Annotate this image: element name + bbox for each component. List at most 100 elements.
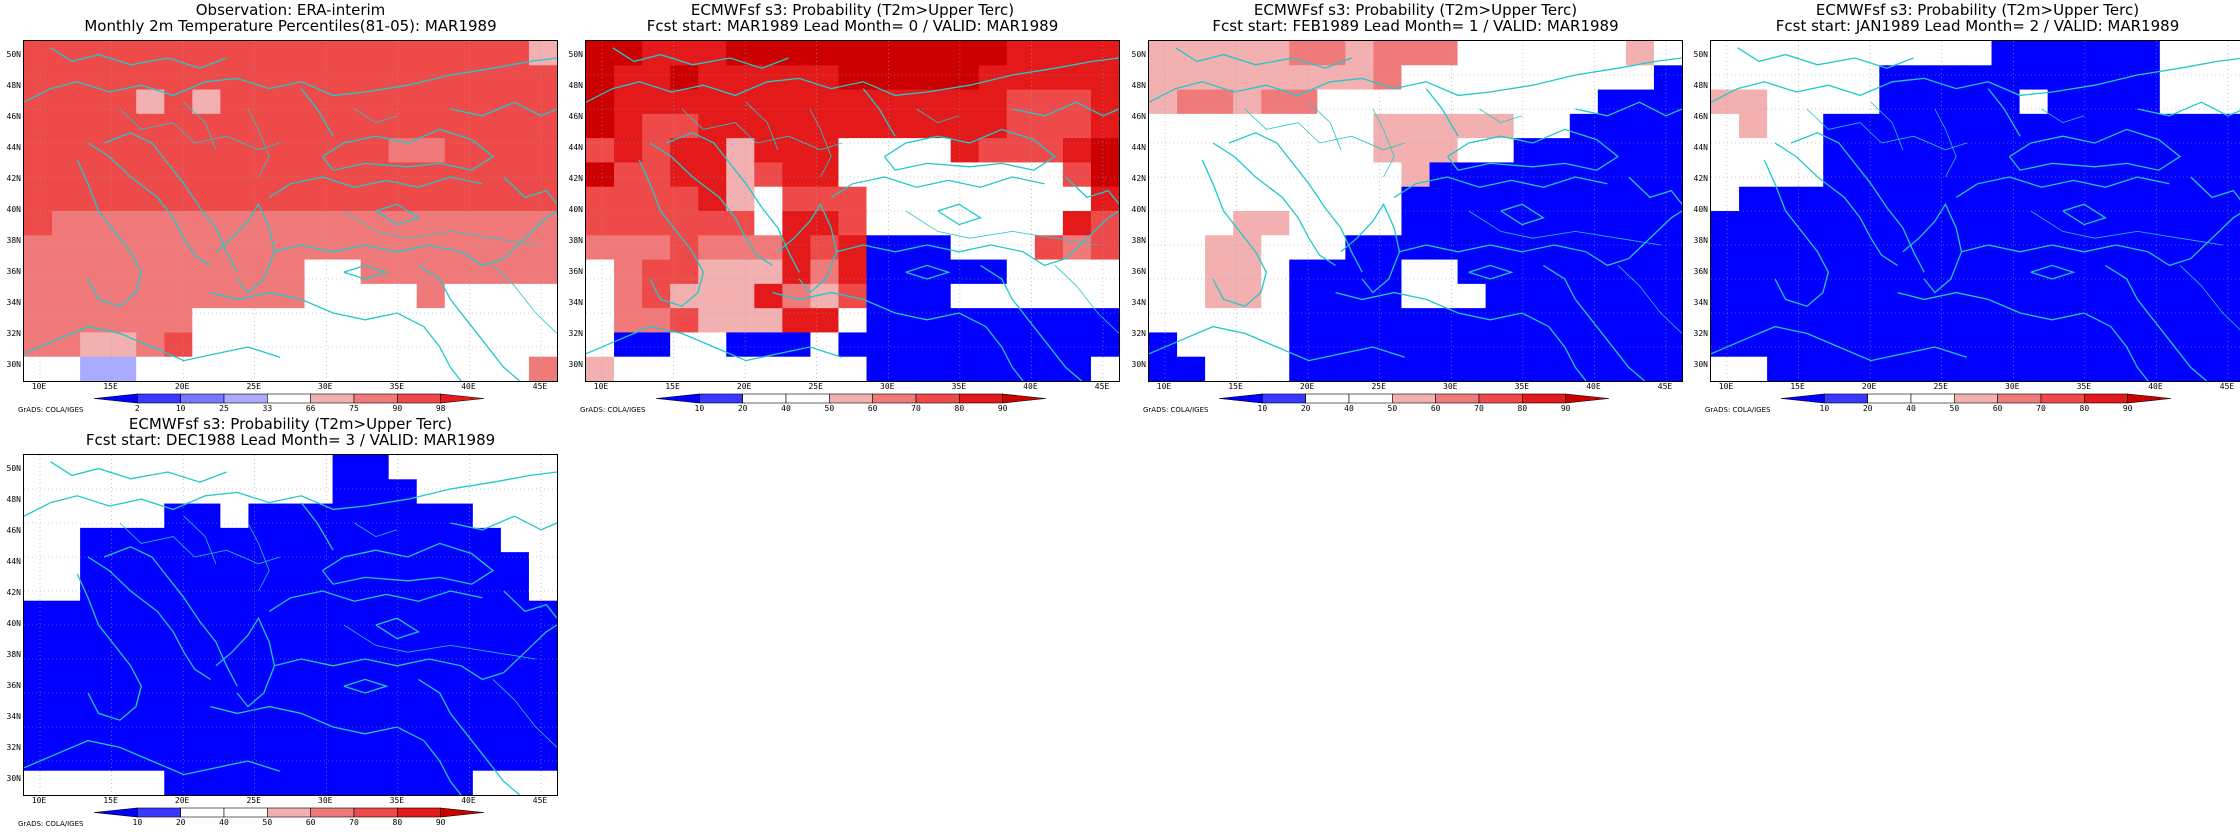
coastline	[836, 210, 1119, 267]
lat-label: 34N	[1693, 298, 1708, 307]
grid-cell	[528, 162, 557, 188]
grid-cell	[1739, 186, 1768, 212]
grid-cell	[866, 41, 896, 66]
grid-cell	[1205, 332, 1234, 358]
grid-cell	[360, 455, 390, 480]
grid-cell	[52, 235, 81, 261]
grid-cell	[1373, 113, 1403, 139]
grid-cell	[136, 746, 165, 772]
colorbar	[1218, 393, 1610, 404]
grid-cell	[838, 138, 868, 164]
colorbar-swatch	[699, 393, 743, 404]
colorbar-label: 60	[305, 818, 316, 827]
grid-cell	[1149, 41, 1178, 66]
colorbar-label: 20	[1862, 404, 1873, 413]
lon-label: 30E	[318, 382, 333, 391]
grid-cell	[24, 308, 53, 334]
colorbar	[1780, 393, 2172, 404]
grid-cell	[388, 770, 418, 795]
lon-label: 35E	[1514, 382, 1530, 391]
grid-cell	[1879, 138, 1908, 164]
colorbar-label: 20	[1300, 404, 1311, 413]
colorbar-swatch	[1824, 393, 1868, 404]
grads-credit: GrADS: COLA/IGES	[18, 406, 84, 414]
grid-cell	[444, 41, 474, 66]
grid-cell	[1851, 211, 1880, 236]
lat-label: 30N	[6, 360, 21, 369]
grid-cell	[838, 356, 868, 381]
colorbar-swatch	[310, 807, 355, 818]
coastline	[215, 616, 276, 708]
colorbar-swatch	[93, 807, 138, 818]
grid-cell	[1457, 308, 1487, 334]
grid-cell	[614, 186, 643, 212]
grid-cell	[2103, 356, 2133, 381]
coastline	[450, 515, 557, 531]
grid-cell	[754, 211, 783, 236]
grid-cell	[1149, 332, 1178, 358]
grid-cell	[136, 283, 165, 309]
grid-cell	[276, 186, 306, 212]
grid-cell	[136, 308, 165, 334]
grid-cell	[1401, 113, 1431, 139]
grid-cell	[416, 211, 446, 236]
grid-cell	[1177, 162, 1206, 188]
grid-cell	[1907, 211, 1937, 236]
grid-cell	[726, 138, 755, 164]
colorbar-label: 40	[219, 818, 229, 827]
grid-cell	[1317, 65, 1346, 91]
grid-cell	[614, 65, 643, 91]
grid-cell	[52, 576, 81, 602]
colorbar-swatch	[267, 393, 311, 404]
grid-cell	[782, 138, 812, 164]
grid-cell	[500, 527, 530, 553]
grid-cell	[1653, 41, 1682, 66]
grid-cell	[1851, 235, 1880, 261]
grid-cell	[1149, 89, 1178, 115]
grid-cell	[1513, 41, 1543, 66]
grid-cell	[1429, 186, 1459, 212]
grid-cell	[24, 186, 53, 212]
grid-cell	[304, 211, 334, 236]
grid-cell	[136, 89, 165, 115]
grid-cell	[1767, 211, 1796, 236]
grid-cell	[52, 455, 81, 480]
panel-title: ECMWFsf s3: Probability (T2m>Upper Terc)	[690, 1, 1015, 19]
grid-cell	[2103, 89, 2133, 115]
grid-cell	[1907, 138, 1937, 164]
grid-cell	[950, 332, 980, 358]
grid-cell	[2187, 41, 2217, 66]
grid-cell	[1907, 259, 1937, 285]
grid-cell	[1823, 283, 1852, 309]
grid-cell	[2047, 65, 2077, 91]
grid-cell	[444, 625, 474, 650]
grid-cell	[416, 600, 446, 626]
grid-cell	[304, 576, 334, 602]
grid-cell	[276, 259, 306, 285]
grid-cell	[360, 770, 390, 795]
grid-cell	[528, 527, 557, 553]
grid-cell	[1711, 211, 1740, 236]
colorbar-label: 60	[1430, 404, 1441, 413]
grid-cell	[164, 332, 193, 358]
grid-cell	[108, 162, 137, 188]
grid-cell	[360, 186, 390, 212]
coastline	[343, 678, 389, 694]
grid-cell	[1205, 283, 1234, 309]
grid-cell	[276, 600, 306, 626]
grid-cell	[2159, 332, 2189, 358]
grid-cell	[1513, 259, 1543, 285]
grid-cell	[1569, 211, 1599, 236]
grid-cell	[528, 576, 557, 602]
grid-cell	[24, 113, 53, 139]
coastline	[2190, 176, 2240, 201]
grid-cell	[472, 211, 502, 236]
grid-cell	[614, 259, 643, 285]
grid-cell	[670, 113, 699, 139]
grid-cell	[360, 41, 390, 66]
grid-cell	[1991, 356, 2021, 381]
lon-label: 40E	[2148, 382, 2163, 391]
grid-cell	[444, 113, 474, 139]
grid-cell	[192, 308, 221, 334]
grid-cell	[2047, 308, 2077, 334]
